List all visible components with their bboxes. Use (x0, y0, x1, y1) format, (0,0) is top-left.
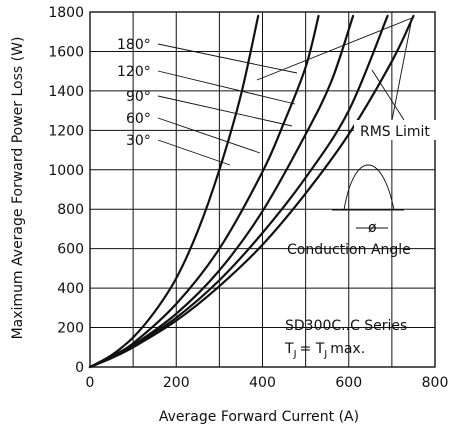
y-tick-label: 1200 (48, 123, 84, 139)
y-tick-label: 1400 (48, 84, 84, 100)
conduction-angle-label: Conduction Angle (287, 242, 411, 258)
series-label-leader (158, 71, 295, 104)
tj-part-tj_main: T (284, 341, 294, 357)
x-tick-label: 0 (86, 375, 95, 391)
y-tick-label: 600 (57, 242, 84, 258)
tj-label: TJ = TJ max. (284, 341, 365, 360)
rms-leader (392, 18, 412, 120)
y-axis-title: Maximum Average Forward Power Loss (W) (10, 37, 26, 340)
series-label-leader (158, 44, 297, 73)
series-label-leader (158, 118, 260, 153)
tj-part-tj_max: max. (330, 341, 365, 357)
series-label: 60° (126, 111, 151, 127)
series-label: 30° (126, 133, 151, 149)
x-tick-label: 400 (249, 375, 276, 391)
y-tick-label: 800 (57, 202, 84, 218)
y-tick-label: 200 (57, 321, 84, 337)
conduction-waveform (344, 165, 394, 210)
y-tick-label: 1000 (48, 163, 84, 179)
tj-part-tj_eq: = T (300, 341, 325, 357)
y-tick-label: 1600 (48, 44, 84, 60)
y-tick-label: 400 (57, 281, 84, 297)
tj-part-tj_sub2: J (323, 349, 327, 360)
x-tick-label: 800 (422, 375, 449, 391)
y-tick-label: 0 (75, 360, 84, 376)
phi-symbol: ø (368, 220, 377, 236)
series-label: 120° (117, 64, 151, 80)
rms-leader (372, 70, 404, 120)
series-label: 180° (117, 37, 151, 53)
tj-part-tj_sub: J (293, 349, 297, 360)
x-tick-label: 600 (335, 375, 362, 391)
series-name-label: SD300C..C Series (285, 318, 407, 334)
x-tick-label: 200 (163, 375, 190, 391)
y-tick-label: 1800 (48, 5, 84, 21)
rms-limit-label: RMS Limit (360, 124, 430, 140)
x-axis-title: Average Forward Current (A) (159, 409, 359, 425)
series-label-leader (158, 96, 292, 126)
series-label: 90° (126, 89, 151, 105)
